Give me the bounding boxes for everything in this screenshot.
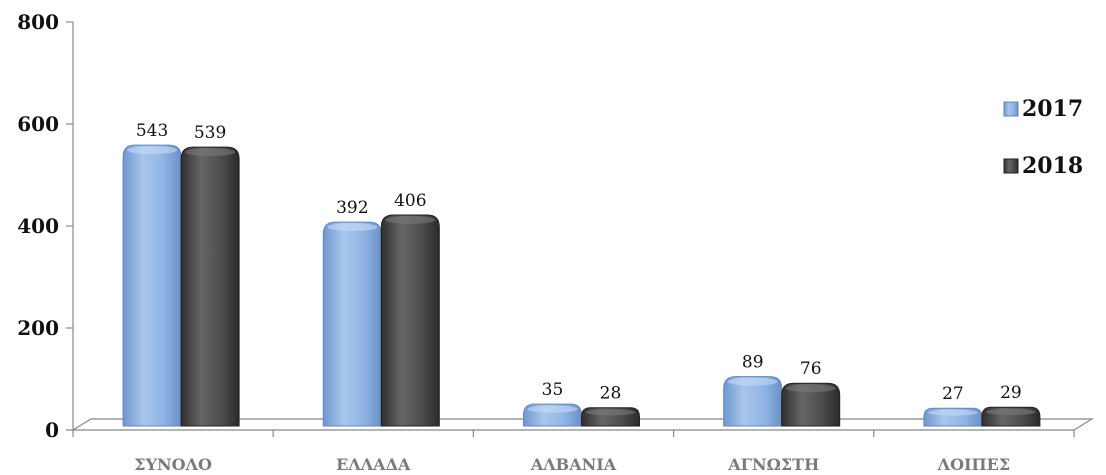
data-label: 406 (394, 191, 426, 211)
bar-top-highlight (327, 223, 378, 232)
x-axis-floor (70, 418, 1095, 431)
data-label: 89 (742, 353, 764, 373)
data-label: 539 (194, 123, 226, 143)
data-labels: 543 539 392 406 35 28 89 76 27 29 (136, 121, 1022, 404)
bar-2018 (180, 146, 240, 427)
data-label: 76 (800, 359, 822, 379)
bar-top-highlight (527, 405, 578, 413)
legend-label: 2017 (1022, 96, 1083, 122)
data-label: 35 (542, 380, 564, 400)
bar-2017 (723, 376, 783, 427)
y-tick-label: 600 (17, 112, 59, 136)
legend-swatch-2018 (1003, 158, 1019, 174)
category-label: ΛΟΙΠΕΣ (937, 455, 1010, 474)
y-axis-ticks: 0 200 400 600 800 (17, 10, 73, 442)
data-label: 543 (136, 121, 168, 141)
y-tick-label: 0 (45, 418, 59, 442)
bar-2018 (380, 214, 440, 427)
legend-swatch-2017 (1003, 101, 1019, 117)
legend-label: 2018 (1022, 153, 1083, 179)
bar-top-highlight (727, 377, 778, 386)
bar-top-highlight (385, 215, 436, 224)
bar-top-highlight (927, 409, 978, 416)
data-label: 27 (942, 384, 964, 404)
bar-top-highlight (585, 409, 636, 416)
category-label: ΑΛΒΑΝΙΑ (530, 455, 617, 474)
bar-top-highlight (127, 146, 178, 155)
data-label: 28 (600, 384, 622, 404)
bar-2018 (781, 382, 841, 427)
bars (122, 144, 1041, 427)
bar-top-highlight (985, 408, 1036, 416)
category-label: ΣΥΝΟΛΟ (134, 455, 212, 474)
bar-top-highlight (185, 148, 236, 157)
bar-2017 (122, 144, 182, 427)
category-label: ΑΓΝΩΣΤΗ (727, 455, 819, 474)
y-tick-label: 400 (17, 214, 59, 238)
y-tick-label: 200 (17, 316, 59, 340)
category-label: ΕΛΛΑΔΑ (336, 455, 411, 474)
legend: 2017 2018 (1003, 96, 1083, 179)
bar-2017 (322, 221, 382, 427)
category-labels: ΣΥΝΟΛΟ ΕΛΛΑΔΑ ΑΛΒΑΝΙΑ ΑΓΝΩΣΤΗ ΛΟΙΠΕΣ (134, 455, 1010, 474)
x-axis-ticks (72, 430, 1075, 437)
data-label: 392 (336, 198, 368, 218)
data-label: 29 (1000, 383, 1022, 403)
bar-top-highlight (785, 384, 836, 393)
y-tick-label: 800 (17, 10, 59, 34)
